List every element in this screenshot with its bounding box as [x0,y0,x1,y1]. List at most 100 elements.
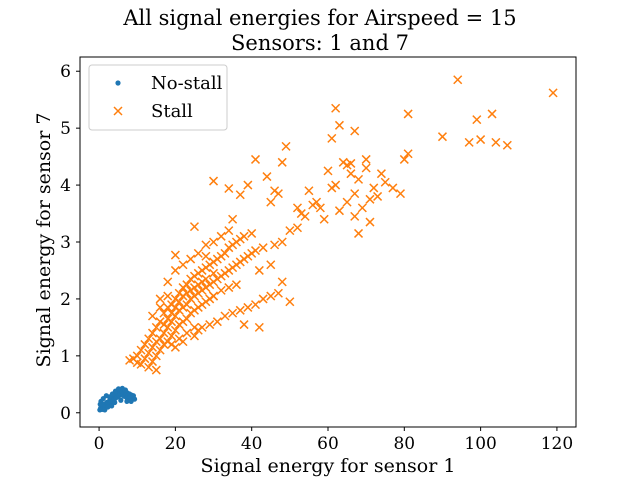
stall-point [136,359,146,369]
no-stall-point [115,386,122,392]
stall-point [239,320,249,330]
stall-point [147,328,158,338]
stall-point [304,186,314,196]
stall-point [140,354,150,364]
x-tick-label: 60 [317,434,339,454]
stall-point [209,291,219,301]
stall-point [327,133,337,143]
stall-point [167,331,177,341]
no-stall-point [124,398,130,404]
stall-point [285,226,295,236]
stall-point [189,222,199,232]
stall-point [292,223,303,233]
stall-point [178,337,188,347]
stall-point [365,194,375,204]
stall-point [250,300,261,310]
chart-title: All signal energies for Airspeed = 15 [123,6,517,30]
stall-point [193,248,203,258]
stall-point [144,362,154,372]
stall-point [373,191,383,201]
stall-point [216,285,226,295]
stall-point [170,311,180,321]
stall-point [403,149,413,159]
y-axis-label: Signal energy for sensor 7 [33,112,55,368]
stall-point [235,190,245,200]
y-tick-label: 0 [60,404,71,424]
stall-point [502,140,512,150]
stall-point [254,322,264,332]
stall-point [182,328,192,338]
stall-point [174,297,184,307]
no-stall-point [105,404,111,410]
stall-point [163,291,173,301]
y-tick-label: 5 [60,119,71,139]
stall-point [453,75,463,85]
stall-point [220,311,230,321]
stall-point [167,317,177,327]
stall-point [376,169,386,179]
stall-point [342,197,352,207]
stall-point [273,189,283,199]
stall-point [212,317,222,327]
stall-point [487,109,497,119]
stall-point [437,132,447,142]
y-tick-label: 2 [60,290,71,310]
stall-point [228,214,238,224]
stall-point [205,320,215,330]
stall-point [224,226,234,236]
stall-point [350,189,360,199]
stall-point [266,260,276,270]
stall-point [277,277,287,287]
no-stall-point [112,399,118,406]
stall-point [193,325,203,335]
stall-point [147,357,158,367]
stall-point [350,211,360,221]
stall-point [266,197,276,207]
stall-point [472,115,482,125]
legend-stall-label: Stall [151,101,193,122]
stall-point [262,172,272,182]
stall-point [315,203,325,213]
stall-point [235,305,245,315]
stall-point [357,203,367,213]
stall-point [144,348,154,358]
stall-point [365,217,375,227]
stall-point [159,308,169,318]
stall-point [548,88,558,98]
stall-point [331,180,341,190]
stall-point [300,211,310,221]
stall-point [209,237,219,247]
stall-point [334,206,344,216]
stall-point [388,183,398,193]
no-stall-point [97,401,103,407]
stall-point [159,328,169,338]
x-tick-label: 80 [393,434,415,454]
stall-point [350,126,360,136]
stall-point [151,365,161,375]
x-tick-label: 0 [94,434,105,454]
legend-box [88,64,228,131]
stall-point [147,311,158,321]
y-tick-label: 4 [60,176,71,196]
stall-point [353,174,364,184]
stall-point [319,214,329,224]
stall-point [403,109,413,119]
stall-point [258,243,268,253]
stall-point [243,302,253,312]
x-tick-label: 120 [541,434,573,454]
no-stall-point [128,398,134,404]
legend-stall-marker [113,106,123,116]
x-tick-label: 100 [464,434,496,454]
no-stall-point [122,387,129,393]
stall-point [228,308,238,318]
stall-point [281,141,291,151]
stall-point [189,331,199,341]
stall-point [182,300,192,310]
stall-point [273,288,283,298]
stall-point [243,180,253,190]
stall-point [323,166,333,176]
stall-point [224,283,234,293]
stall-point [250,246,261,256]
stall-point [331,103,341,113]
